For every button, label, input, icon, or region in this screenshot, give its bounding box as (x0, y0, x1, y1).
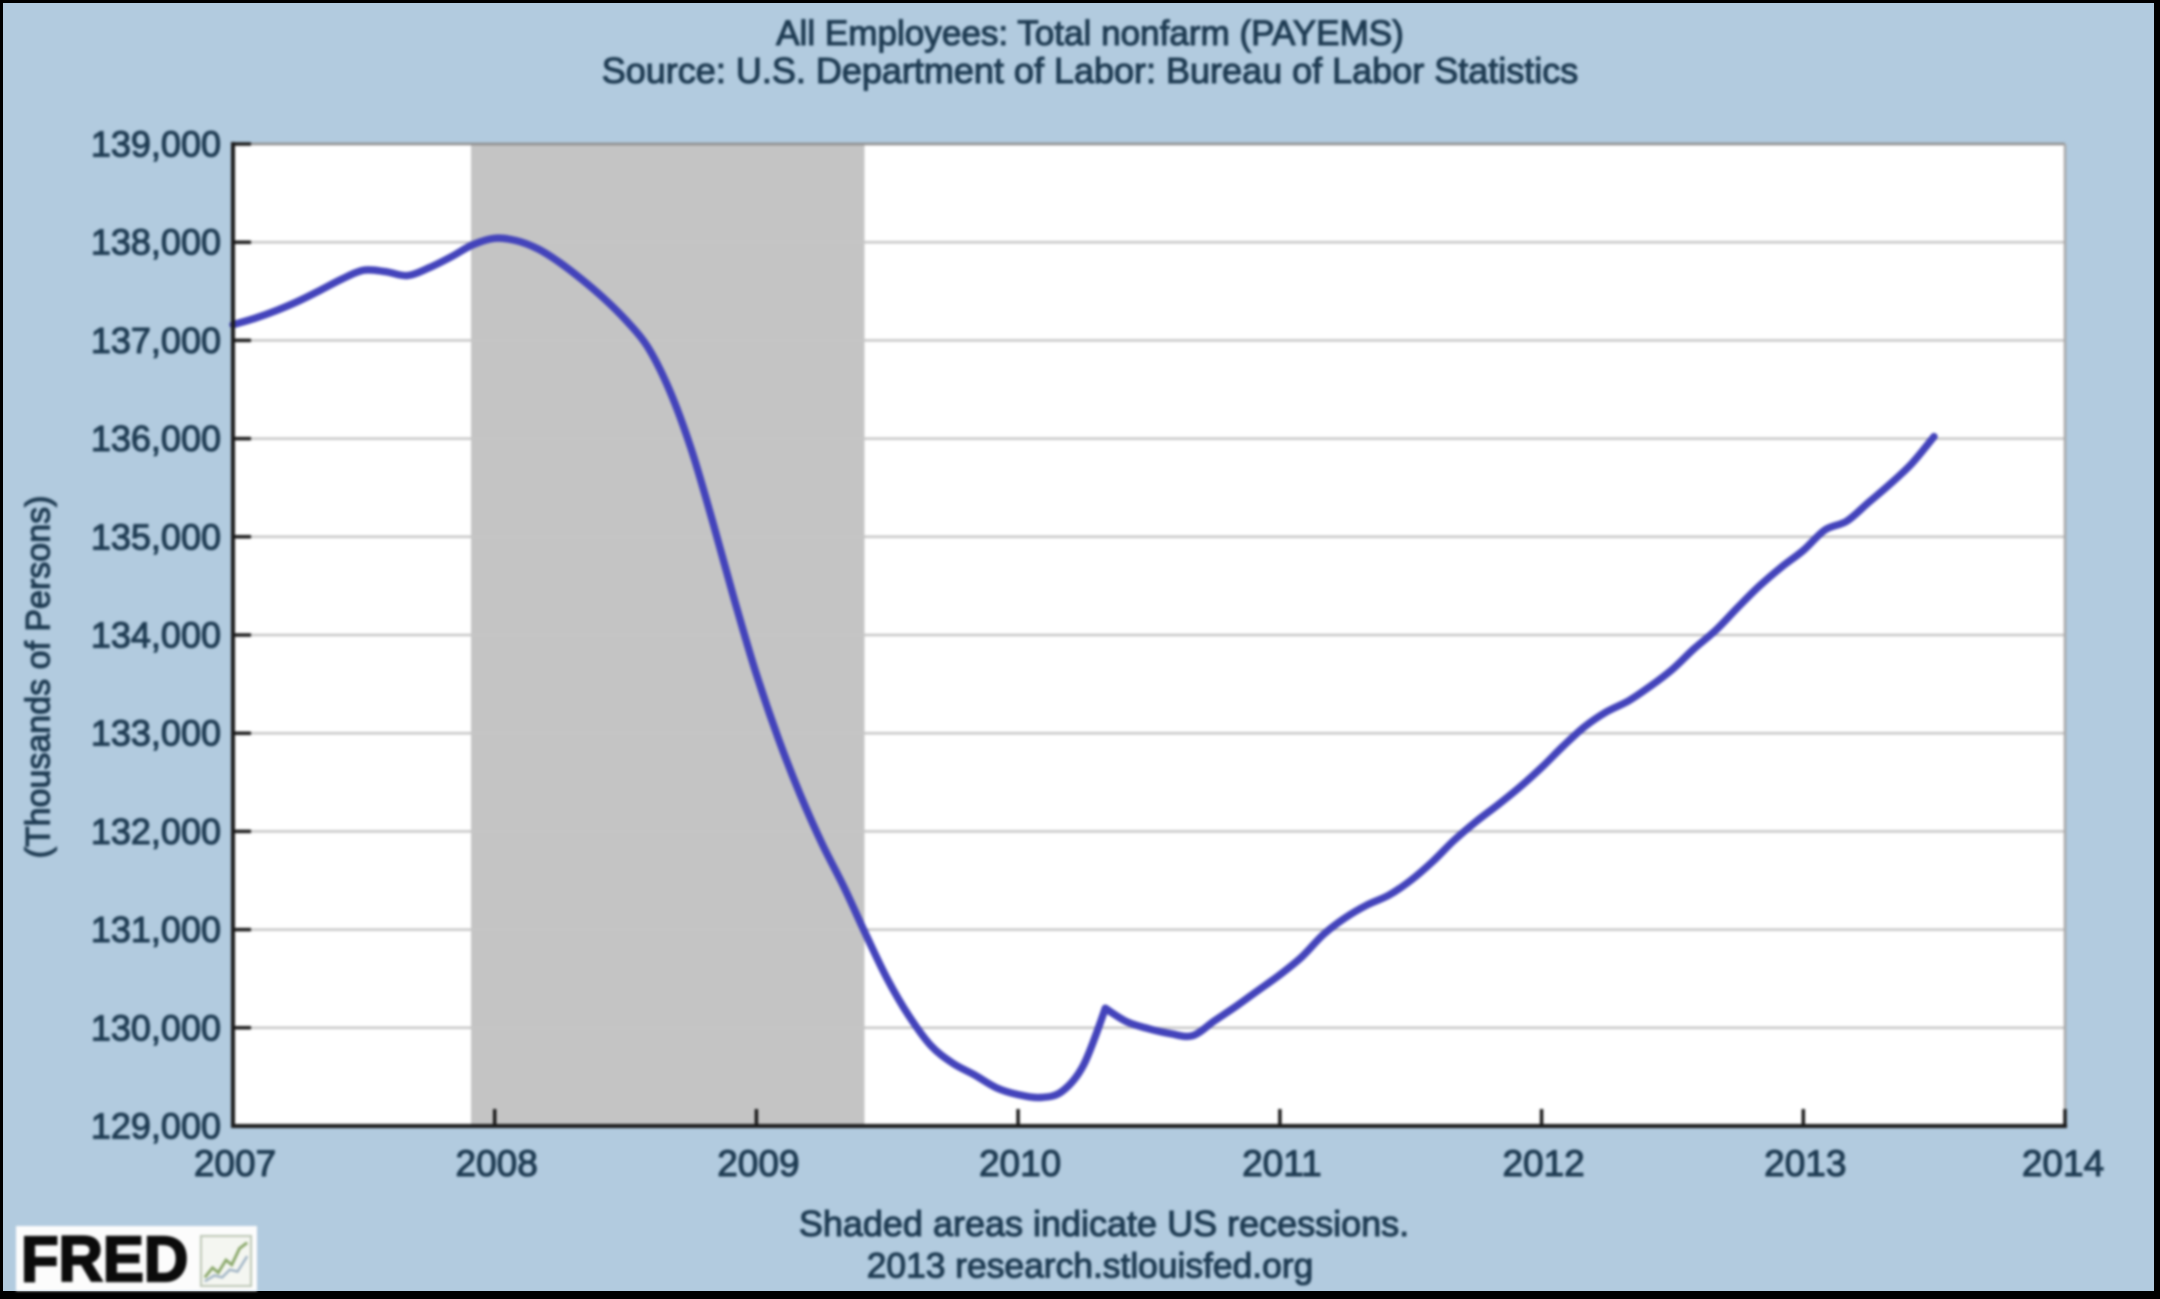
svg-text:2013: 2013 (1764, 1143, 1846, 1184)
svg-text:2009: 2009 (717, 1143, 799, 1184)
svg-text:2014: 2014 (2022, 1143, 2104, 1184)
svg-text:129,000: 129,000 (91, 1106, 221, 1147)
svg-text:134,000: 134,000 (91, 615, 221, 656)
svg-text:2007: 2007 (194, 1143, 276, 1184)
svg-text:2012: 2012 (1502, 1143, 1584, 1184)
svg-text:130,000: 130,000 (91, 1007, 221, 1048)
svg-text:135,000: 135,000 (91, 516, 221, 557)
svg-text:136,000: 136,000 (91, 418, 221, 459)
svg-text:137,000: 137,000 (91, 320, 221, 361)
svg-text:132,000: 132,000 (91, 811, 221, 852)
svg-text:2010: 2010 (979, 1143, 1061, 1184)
svg-text:139,000: 139,000 (91, 124, 221, 165)
svg-text:133,000: 133,000 (91, 713, 221, 754)
svg-text:138,000: 138,000 (91, 222, 221, 263)
svg-text:2008: 2008 (456, 1143, 538, 1184)
svg-text:2011: 2011 (1242, 1143, 1322, 1184)
svg-text:131,000: 131,000 (91, 909, 221, 950)
